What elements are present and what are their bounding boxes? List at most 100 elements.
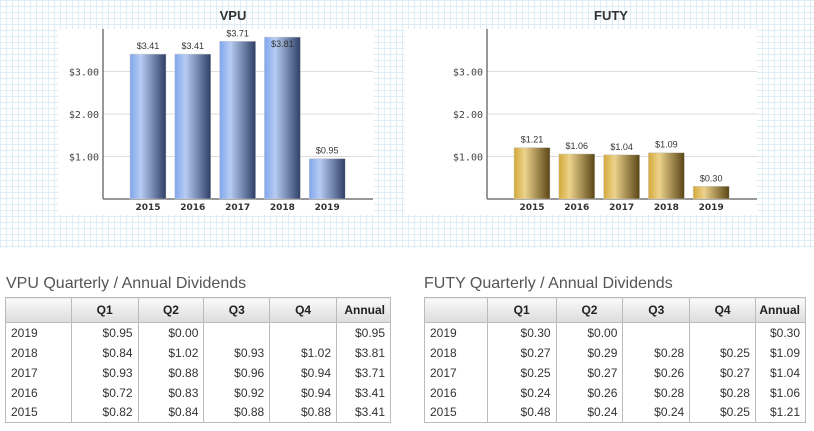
table-cell: $1.09 — [754, 342, 807, 363]
table-row: 2019 $0.95 $0.00 $0.95 — [5, 322, 391, 343]
x-tick-label: 2017 — [609, 203, 634, 213]
table-row: 2015 $0.48 $0.24 $0.24 $0.25 $1.21 — [424, 402, 807, 423]
table-cell: $0.84 — [70, 342, 139, 363]
table-cell: $0.24 — [555, 402, 624, 423]
column-header: Q2 — [555, 297, 624, 323]
table-cell: $0.28 — [622, 342, 691, 363]
table-cell: $0.26 — [622, 362, 691, 383]
y-tick-label: $2.00 — [69, 110, 99, 121]
bar-2015 — [129, 53, 167, 200]
table-cell: 2017 — [5, 362, 72, 383]
bar-2018 — [264, 36, 301, 200]
data-label: $0.95 — [316, 146, 339, 156]
table-cell — [269, 322, 337, 343]
table-row: 2019 $0.30 $0.00 $0.30 — [424, 322, 807, 343]
y-tick-label: $1.00 — [453, 153, 483, 164]
table-cell: 2018 — [5, 342, 72, 363]
bar-2016 — [174, 53, 212, 200]
table-cell: $0.26 — [555, 382, 624, 403]
table-row: 2016 $0.72 $0.83 $0.92 $0.94 $3.41 — [5, 382, 391, 403]
data-label: $3.71 — [226, 28, 249, 38]
futy-dividends-table: Q1 Q2 Q3 Q4 Annual 2019 $0.30 $0.00 $0.30 2018 $0.… — [424, 297, 807, 423]
column-header: Q3 — [622, 297, 691, 323]
table-cell: 2017 — [424, 362, 488, 383]
column-header: Q4 — [269, 297, 337, 323]
table-cell: $0.27 — [689, 362, 756, 383]
table-cell: $0.30 — [754, 322, 807, 343]
table-cell: $0.88 — [269, 402, 337, 423]
table-cell: $0.94 — [269, 382, 337, 403]
table-cell: $0.93 — [70, 362, 139, 383]
table-cell: $0.95 — [70, 322, 139, 343]
table-cell: $0.94 — [269, 362, 337, 383]
x-tick-label: 2016 — [180, 203, 205, 213]
table-cell: $0.93 — [203, 342, 271, 363]
table-cell: $0.00 — [137, 322, 205, 343]
vpu-dividends-table: Q1 Q2 Q3 Q4 Annual 2019 $0.95 $0.00 $0.95 2018 $0.… — [5, 297, 391, 423]
table-cell: $0.24 — [486, 382, 557, 403]
column-header: Q1 — [70, 297, 139, 323]
bar-2019 — [692, 186, 730, 200]
bar-2019 — [308, 158, 346, 200]
bar-2017 — [219, 41, 256, 200]
table-cell: $0.27 — [486, 342, 557, 363]
table-cell: 2019 — [424, 322, 488, 343]
y-tick-label: $2.00 — [453, 110, 483, 121]
table-cell: 2016 — [5, 382, 72, 403]
data-label: $0.30 — [700, 173, 723, 183]
y-tick-label: $3.00 — [69, 68, 99, 79]
column-header: Q3 — [203, 297, 271, 323]
table-cell: $3.71 — [336, 362, 391, 383]
table-cell: $1.02 — [137, 342, 205, 363]
table-cell — [622, 322, 691, 343]
table-cell: $0.72 — [70, 382, 139, 403]
table-cell: $0.84 — [137, 402, 205, 423]
y-tick-label: $1.00 — [69, 153, 99, 164]
table-cell: $0.24 — [622, 402, 691, 423]
data-label: $1.09 — [655, 140, 678, 150]
table-row: 2016 $0.24 $0.26 $0.28 $0.28 $1.06 — [424, 382, 807, 403]
table-cell: $0.25 — [486, 362, 557, 383]
data-label: $3.81 — [271, 39, 294, 49]
table-cell: $1.04 — [754, 362, 807, 383]
table-cell: $0.27 — [555, 362, 624, 383]
x-tick-label: 2019 — [315, 203, 340, 213]
header-row: Q1 Q2 Q3 Q4 Annual — [424, 297, 807, 323]
table-cell: 2016 — [424, 382, 488, 403]
table-row: 2018 $0.27 $0.29 $0.28 $0.25 $1.09 — [424, 342, 807, 363]
table-cell: $3.81 — [336, 342, 391, 363]
x-tick-label: 2016 — [564, 203, 589, 213]
x-tick-label: 2017 — [225, 203, 250, 213]
table-cell: $0.82 — [70, 402, 139, 423]
bar-2017 — [603, 154, 640, 200]
column-header — [5, 297, 72, 323]
table-cell: $0.88 — [203, 402, 271, 423]
table-row: 2018 $0.84 $1.02 $0.93 $1.02 $3.81 — [5, 342, 391, 363]
vpu-table-title: VPU Quarterly / Annual Dividends — [6, 275, 247, 292]
data-label: $1.04 — [610, 142, 633, 152]
data-label: $3.41 — [137, 41, 160, 51]
y-tick-label: $3.00 — [453, 68, 483, 79]
table-cell: 2015 — [424, 402, 488, 423]
table-cell: $1.21 — [754, 402, 807, 423]
column-header: Q1 — [486, 297, 557, 323]
column-header: Annual — [336, 297, 391, 323]
table-cell: $0.29 — [555, 342, 624, 363]
table-cell: $3.41 — [336, 402, 391, 423]
table-cell: $0.28 — [689, 382, 756, 403]
table-cell: $0.48 — [486, 402, 557, 423]
column-header: Q4 — [689, 297, 756, 323]
futy-table-title: FUTY Quarterly / Annual Dividends — [424, 275, 673, 292]
x-tick-label: 2018 — [654, 203, 679, 213]
table-cell: $0.96 — [203, 362, 271, 383]
chart-title: VPU — [220, 8, 247, 23]
table-cell: $1.06 — [754, 382, 807, 403]
bar-2015 — [513, 147, 551, 200]
table-row: 2015 $0.82 $0.84 $0.88 $0.88 $3.41 — [5, 402, 391, 423]
table-cell: $0.28 — [622, 382, 691, 403]
x-tick-label: 2019 — [699, 203, 724, 213]
column-header: Annual — [754, 297, 807, 323]
x-tick-label: 2018 — [270, 203, 295, 213]
x-tick-label: 2015 — [519, 203, 544, 213]
table-cell: $0.00 — [555, 322, 624, 343]
